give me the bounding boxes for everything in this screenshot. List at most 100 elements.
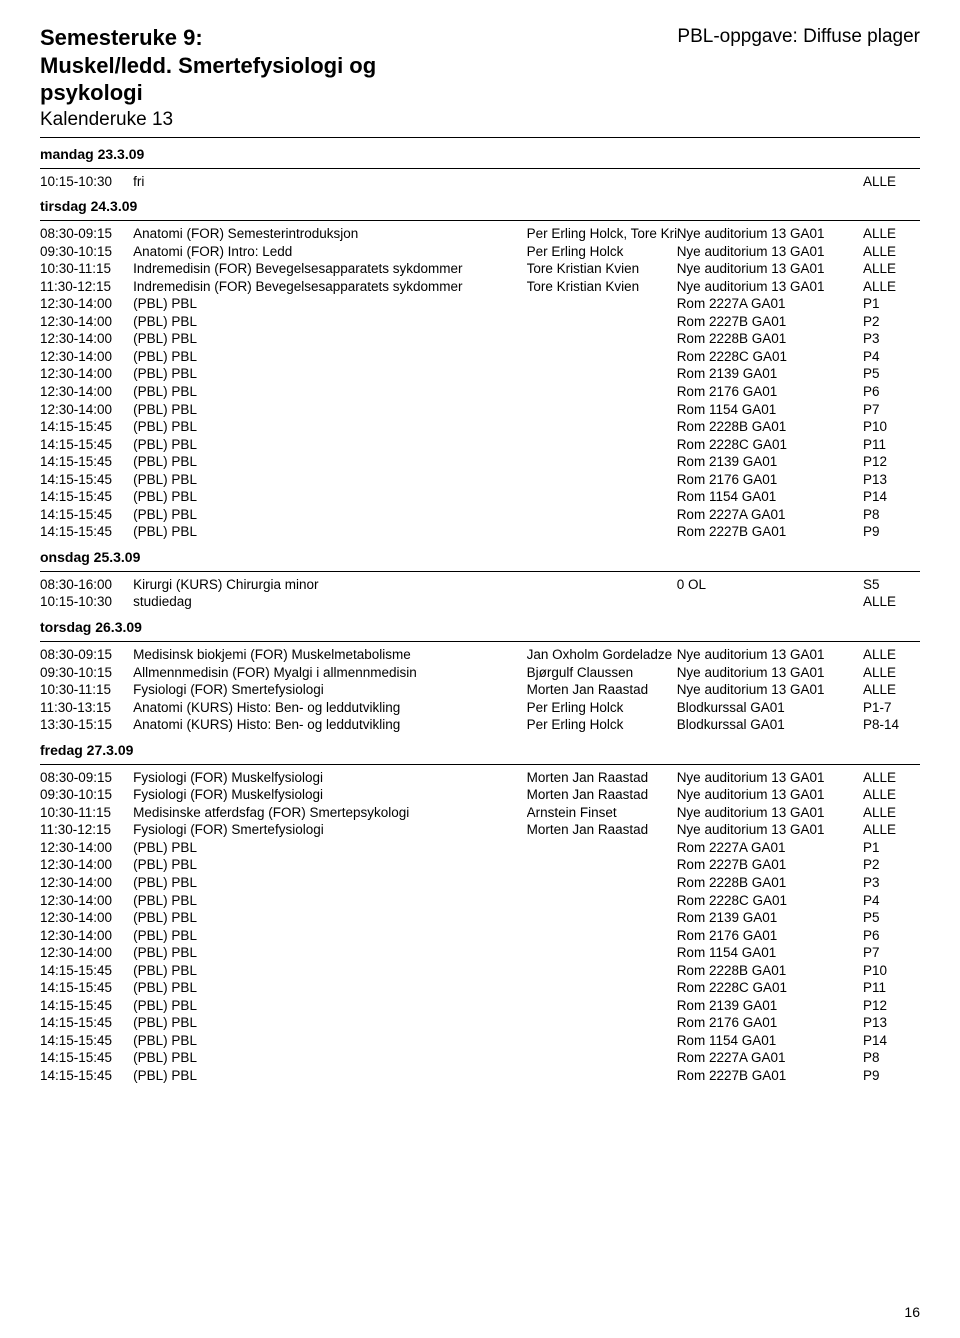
cell-group: P6 [863,383,920,401]
cell-location: Nye auditorium 13 GA01 [677,681,863,699]
day-rule [40,220,920,221]
schedule-row: 08:30-09:15Anatomi (FOR) Semesterintrodu… [40,225,920,243]
schedule-row: 12:30-14:00(PBL) PBLRom 2176 GA01P6 [40,927,920,945]
day-heading: onsdag 25.3.09 [40,549,920,565]
cell-group: P13 [863,471,920,489]
cell-desc: Fysiologi (FOR) Smertefysiologi [133,821,526,839]
header-rule [40,137,920,138]
cell-person [527,874,677,892]
cell-desc: (PBL) PBL [133,856,526,874]
page-header: Semesteruke 9: Muskel/ledd. Smertefysiol… [40,24,920,107]
cell-location: Rom 1154 GA01 [677,1032,863,1050]
cell-desc: Kirurgi (KURS) Chirurgia minor [133,576,526,594]
cell-location: Rom 2227A GA01 [677,295,863,313]
cell-desc: Fysiologi (FOR) Smertefysiologi [133,681,526,699]
schedule-row: 13:30-15:15Anatomi (KURS) Histo: Ben- og… [40,716,920,734]
cell-location: Rom 1154 GA01 [677,401,863,419]
day-heading: fredag 27.3.09 [40,742,920,758]
cell-desc: (PBL) PBL [133,295,526,313]
schedule-row: 10:15-10:30friALLE [40,173,920,191]
cell-desc: (PBL) PBL [133,523,526,541]
cell-time: 14:15-15:45 [40,471,133,489]
cell-group: P1 [863,839,920,857]
cell-desc: (PBL) PBL [133,979,526,997]
schedule-row: 12:30-14:00(PBL) PBLRom 2176 GA01P6 [40,383,920,401]
cell-desc: (PBL) PBL [133,962,526,980]
cell-time: 12:30-14:00 [40,401,133,419]
cell-time: 12:30-14:00 [40,874,133,892]
cell-person [527,927,677,945]
cell-time: 14:15-15:45 [40,979,133,997]
header-title-line1: Semesteruke 9: [40,24,376,52]
cell-desc: (PBL) PBL [133,1049,526,1067]
cell-person: Per Erling Holck [527,716,677,734]
day-heading: tirsdag 24.3.09 [40,198,920,214]
schedule-table: 08:30-16:00Kirurgi (KURS) Chirurgia mino… [40,576,920,611]
cell-desc: Fysiologi (FOR) Muskelfysiologi [133,786,526,804]
cell-person [527,909,677,927]
schedule-row: 12:30-14:00(PBL) PBLRom 2228B GA01P3 [40,874,920,892]
cell-time: 12:30-14:00 [40,295,133,313]
cell-group: P8 [863,506,920,524]
cell-group: P13 [863,1014,920,1032]
schedule-page: Semesteruke 9: Muskel/ledd. Smertefysiol… [0,0,960,1338]
cell-location: Rom 1154 GA01 [677,944,863,962]
cell-location: Rom 2176 GA01 [677,471,863,489]
cell-location: Nye auditorium 13 GA01 [677,225,863,243]
cell-time: 08:30-09:15 [40,769,133,787]
cell-time: 09:30-10:15 [40,243,133,261]
cell-group: ALLE [863,278,920,296]
cell-group: P2 [863,313,920,331]
cell-time: 12:30-14:00 [40,892,133,910]
cell-group: P8 [863,1049,920,1067]
schedule-row: 14:15-15:45(PBL) PBLRom 2176 GA01P13 [40,1014,920,1032]
cell-group: ALLE [863,804,920,822]
cell-desc: Anatomi (FOR) Semesterintroduksjon [133,225,526,243]
cell-desc: (PBL) PBL [133,418,526,436]
cell-person [527,1014,677,1032]
cell-person [527,1032,677,1050]
cell-group: P14 [863,488,920,506]
cell-person: Tore Kristian Kvien [527,260,677,278]
cell-group: P2 [863,856,920,874]
cell-desc: Anatomi (KURS) Histo: Ben- og leddutvikl… [133,716,526,734]
cell-time: 14:15-15:45 [40,1032,133,1050]
schedule-row: 10:30-11:15Fysiologi (FOR) Smertefysiolo… [40,681,920,699]
cell-time: 11:30-12:15 [40,278,133,296]
cell-person: Per Erling Holck [527,699,677,717]
header-title-line3: psykologi [40,79,376,107]
cell-group: ALLE [863,769,920,787]
cell-group: ALLE [863,681,920,699]
cell-location: Rom 2227B GA01 [677,313,863,331]
cell-person: Jan Oxholm Gordeladze [527,646,677,664]
schedule-row: 14:15-15:45(PBL) PBLRom 2228B GA01P10 [40,962,920,980]
cell-person [527,962,677,980]
schedule-row: 14:15-15:45(PBL) PBLRom 2227B GA01P9 [40,523,920,541]
cell-person [527,997,677,1015]
cell-time: 12:30-14:00 [40,348,133,366]
cell-location: Nye auditorium 13 GA01 [677,646,863,664]
cell-desc: Anatomi (FOR) Intro: Ledd [133,243,526,261]
cell-group: P9 [863,1067,920,1085]
cell-time: 14:15-15:45 [40,962,133,980]
cell-location: Nye auditorium 13 GA01 [677,786,863,804]
cell-group: P14 [863,1032,920,1050]
cell-location [677,173,863,191]
schedule-row: 12:30-14:00(PBL) PBLRom 2227B GA01P2 [40,856,920,874]
cell-location: Rom 2228C GA01 [677,436,863,454]
schedule-row: 14:15-15:45(PBL) PBLRom 1154 GA01P14 [40,488,920,506]
cell-desc: Medisinsk biokjemi (FOR) Muskelmetabolis… [133,646,526,664]
cell-time: 12:30-14:00 [40,909,133,927]
cell-group: P12 [863,453,920,471]
cell-person: Per Erling Holck [527,243,677,261]
cell-group: P5 [863,909,920,927]
schedule-table: 08:30-09:15Fysiologi (FOR) Muskelfysiolo… [40,769,920,1085]
cell-location: Rom 2228B GA01 [677,418,863,436]
day-rule [40,764,920,765]
cell-time: 11:30-12:15 [40,821,133,839]
cell-location: Rom 2228B GA01 [677,874,863,892]
cell-desc: (PBL) PBL [133,383,526,401]
schedule-row: 12:30-14:00(PBL) PBLRom 2227A GA01P1 [40,839,920,857]
cell-person [527,1067,677,1085]
cell-person [527,173,677,191]
